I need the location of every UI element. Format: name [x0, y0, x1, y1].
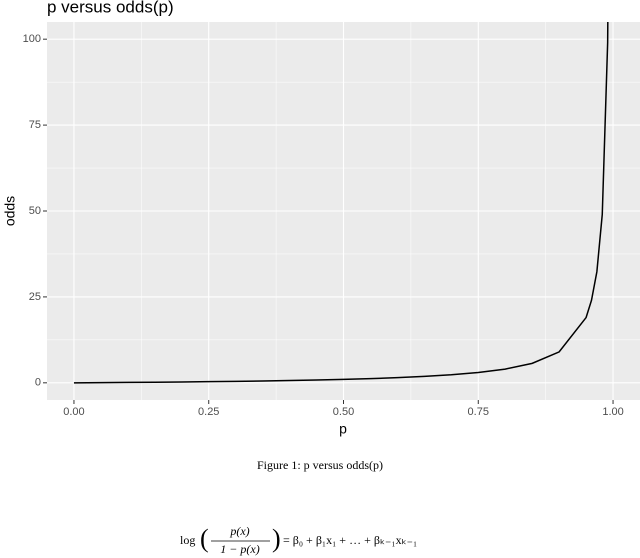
- y-tick-label: 75: [29, 119, 41, 131]
- y-axis-label: odds: [2, 196, 18, 226]
- line: [73, 22, 609, 384]
- y-tick-label: 100: [23, 33, 41, 45]
- x-tick-label: 1.00: [602, 406, 623, 418]
- chart-title: p versus odds(p): [47, 0, 174, 16]
- x-tick-label: 0.25: [198, 406, 219, 418]
- y-tick-label: 50: [29, 205, 41, 217]
- equation-denominator: 1 − p(x): [220, 542, 259, 556]
- equation: log ( p(x) 1 − p(x) ) = β₀ + β₁x₁ + … + …: [180, 524, 417, 556]
- x-tick-label: 0.75: [468, 406, 489, 418]
- equation-function: log: [180, 533, 195, 547]
- equation-rhs: = β₀ + β₁x₁ + … + βₖ₋₁xₖ₋₁: [283, 533, 417, 547]
- x-tick-label: 0.50: [333, 406, 354, 418]
- paren: ): [272, 524, 281, 553]
- equation-numerator: p(x): [229, 524, 249, 538]
- y-tick-label: 0: [35, 377, 41, 389]
- x-axis-label: p: [339, 421, 347, 437]
- paren: (: [200, 524, 209, 553]
- figure-caption: Figure 1: p versus odds(p): [257, 458, 383, 472]
- y-tick-label: 25: [29, 291, 41, 303]
- x-tick-label: 0.00: [63, 406, 84, 418]
